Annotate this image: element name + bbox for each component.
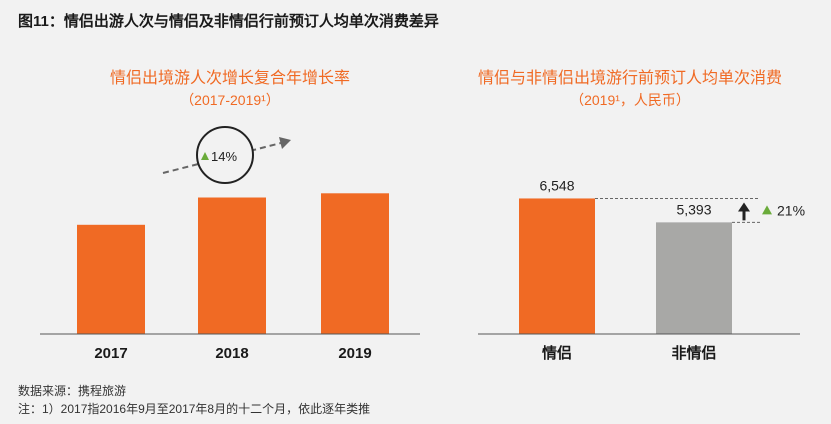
data-source-note: 数据来源：携程旅游 [18, 384, 127, 398]
growth-arrow-head [279, 137, 291, 149]
left-chart-title: 情侣出境游人次增长复合年增长率 [109, 70, 350, 87]
bar-非情侣 [656, 222, 732, 334]
growth-circle [196, 126, 254, 184]
value-label: 6,548 [539, 177, 574, 193]
bar-2019 [321, 193, 389, 334]
growth-annotation: 14% [211, 149, 237, 164]
diff-annotation: 21% [777, 202, 805, 218]
value-label: 5,393 [676, 201, 711, 217]
x-tick-label: 情侣 [542, 344, 572, 362]
x-tick-label: 2019 [338, 345, 371, 362]
bar-情侣 [519, 198, 595, 334]
bar-2018 [198, 197, 266, 334]
x-tick-label: 非情侣 [671, 344, 716, 362]
up-triangle-icon [762, 205, 772, 215]
x-tick-label: 2018 [215, 345, 248, 362]
left-chart-subtitle: （2017-2019¹） [180, 92, 280, 108]
x-tick-label: 2017 [94, 345, 127, 362]
bar-2017 [77, 224, 145, 334]
figure-title: 图11：情侣出游人次与情侣及非情侣行前预订人均单次消费差异 [18, 13, 439, 30]
right-chart-subtitle: （2019¹，人民币） [570, 92, 690, 108]
up-triangle-icon [201, 152, 209, 160]
diff-arrow-head [738, 202, 750, 212]
right-chart-title: 情侣与非情侣出境游行前预订人均单次消费 [477, 70, 782, 87]
footnote: 注：1）2017指2016年9月至2017年8月的十二个月，依此逐年类推 [18, 402, 371, 416]
